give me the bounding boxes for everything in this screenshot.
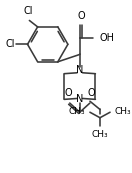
Text: N: N [76,94,84,104]
Text: Cl: Cl [5,39,15,49]
Text: O: O [87,88,95,98]
Text: O: O [64,88,72,98]
Text: CH₃: CH₃ [92,130,108,139]
Text: Cl: Cl [24,6,33,16]
Text: O: O [77,11,85,21]
Text: N: N [76,65,84,75]
Text: CH₃: CH₃ [115,107,131,116]
Text: OH: OH [99,33,114,43]
Text: CH₃: CH₃ [69,107,85,116]
